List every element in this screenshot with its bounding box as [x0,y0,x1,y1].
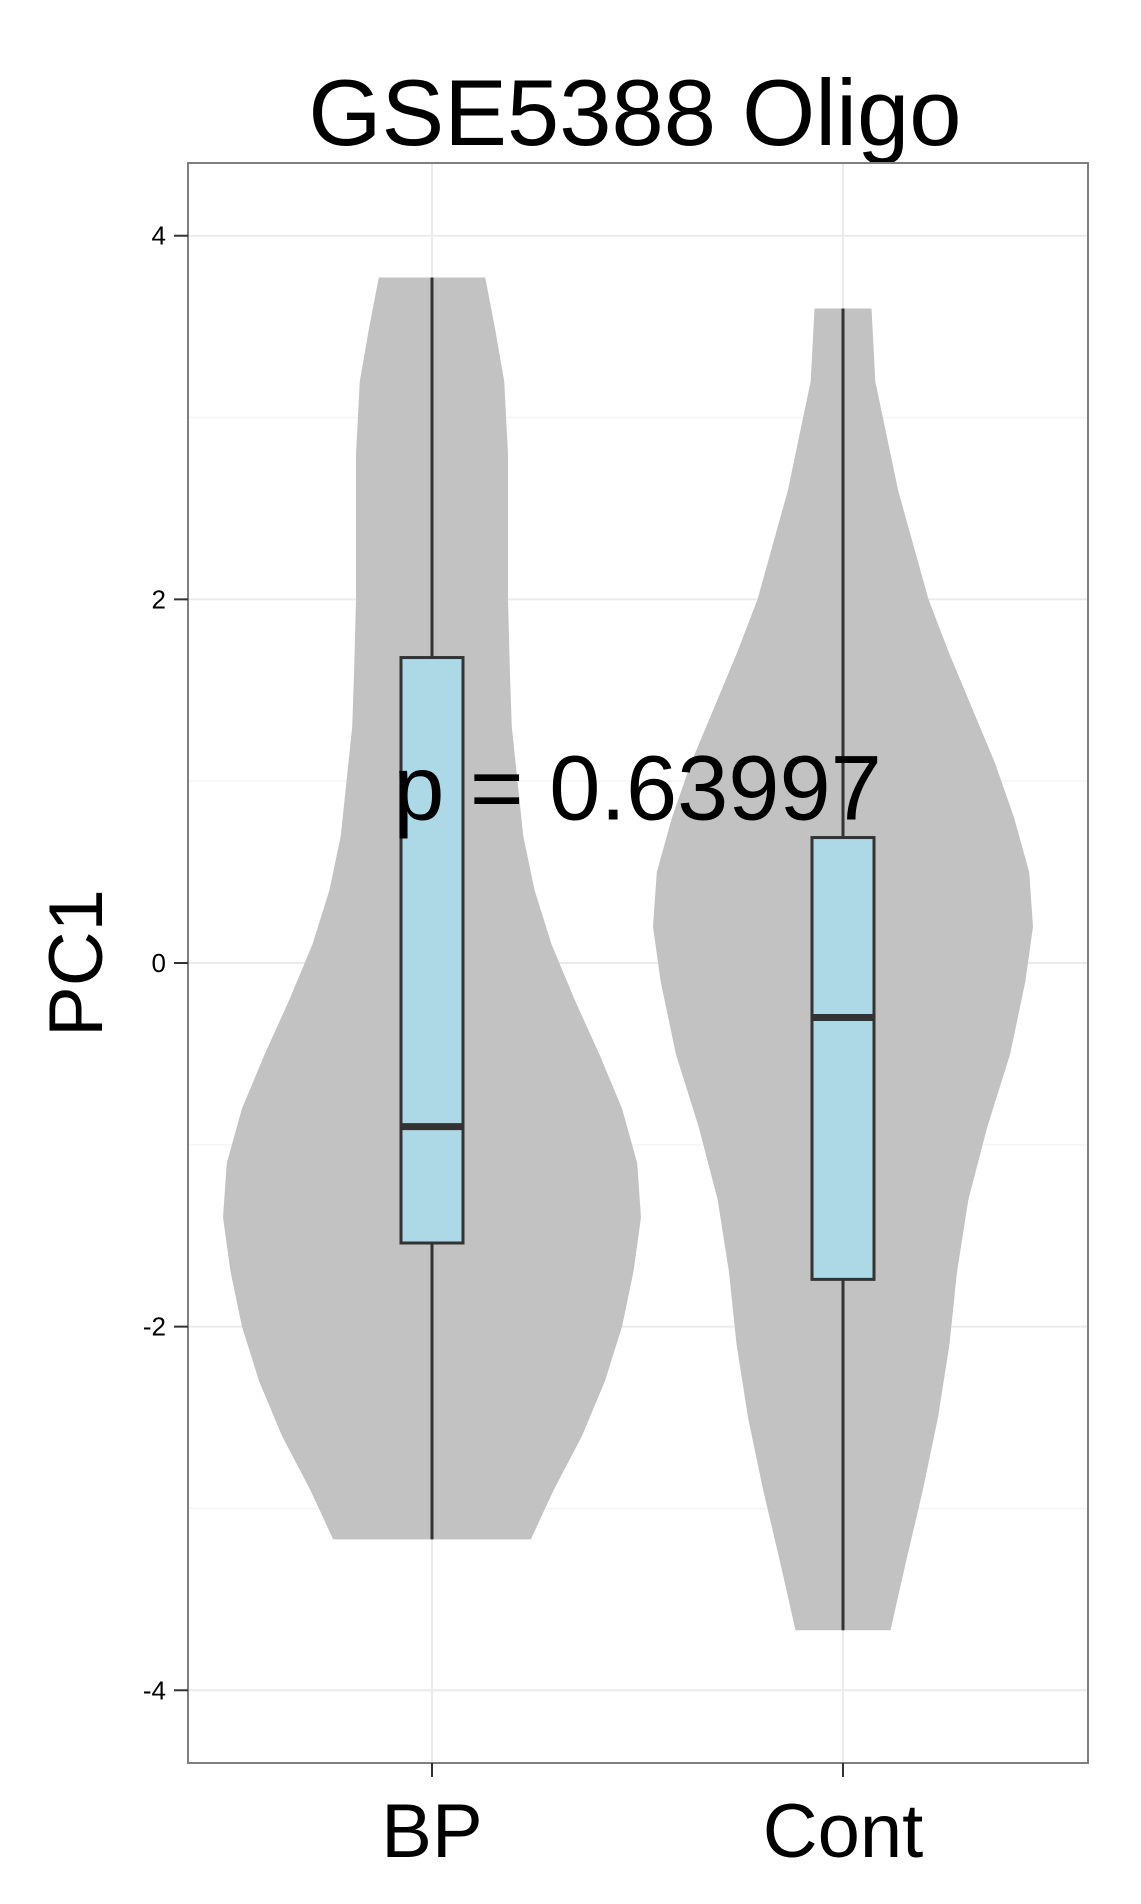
boxplot-layer [399,277,876,1631]
x-tick-label-bp: BP [381,1789,482,1874]
x-axis: BP Cont [381,1763,923,1874]
y-tick-label: 0 [152,948,166,978]
p-value-annotation: p = 0.63997 [393,738,882,840]
y-tick-label: 2 [152,584,166,614]
y-tick-label: 4 [152,221,166,251]
box-bp [399,656,465,1245]
box-cont [810,836,876,1281]
chart-title: GSE5388 Oligo [308,60,961,165]
y-tick-label: -4 [143,1675,166,1705]
y-tick-label: -2 [143,1312,166,1342]
y-axis-label: PC1 [34,889,119,1037]
x-tick-label-cont: Cont [763,1789,924,1874]
y-axis: -4 -2 0 2 4 [143,221,188,1705]
